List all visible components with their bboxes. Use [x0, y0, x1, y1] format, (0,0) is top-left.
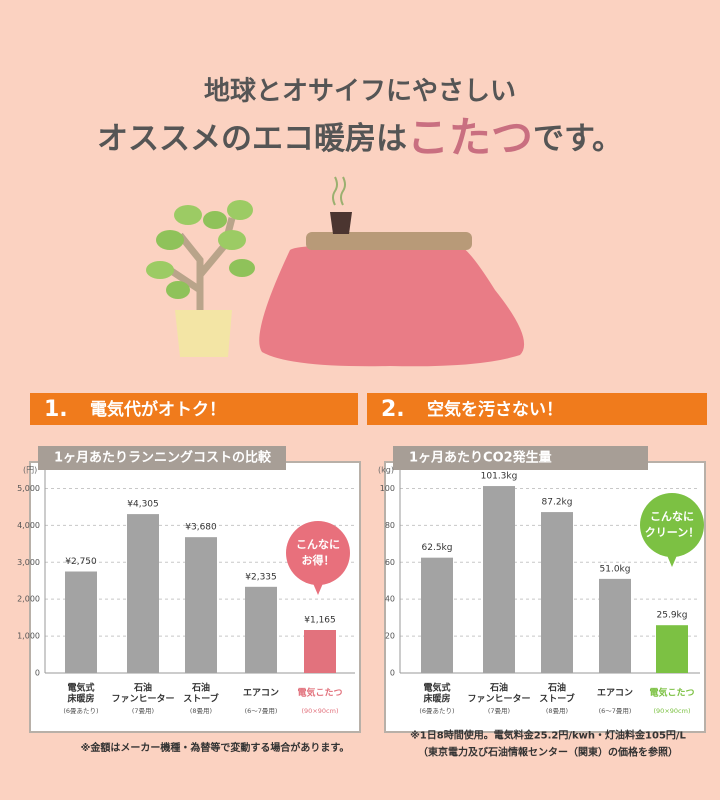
- category-label: 電気こたつ: [297, 687, 342, 699]
- bar: [421, 557, 453, 673]
- category-note: (90×90cm): [302, 707, 339, 715]
- y-tick-label: 20: [385, 632, 395, 641]
- y-tick-label: 2,000: [17, 595, 40, 604]
- headline-line2: オススメのエコ暖房はこたつです。: [97, 113, 623, 162]
- section-title: 電気代がオトク！: [90, 399, 226, 420]
- section-bar: [30, 393, 358, 425]
- value-label: 87.2kg: [542, 498, 573, 508]
- y-tick-label: 40: [385, 595, 395, 604]
- headline-highlight: こたつ: [407, 113, 533, 162]
- y-unit: (kg): [378, 466, 394, 475]
- plant-illustration: [146, 200, 255, 357]
- bar: [127, 514, 159, 673]
- callout-text: こんなにクリーン！: [645, 510, 699, 539]
- category-label: 電気式床暖房: [67, 681, 94, 704]
- value-label: 25.9kg: [657, 611, 688, 621]
- callout-text: こんなにお得！: [296, 538, 340, 567]
- category-note: (7畳用): [132, 707, 154, 715]
- chart-title: 1ヶ月あたりランニングコストの比較: [54, 450, 272, 466]
- category-label: 石油ファンヒーター: [467, 681, 530, 704]
- category-label: 石油ストーブ: [539, 681, 574, 704]
- value-label: ¥4,305: [127, 500, 159, 510]
- y-tick-label: 0: [35, 669, 40, 678]
- category-label: 石油ストーブ: [183, 681, 218, 704]
- kotatsu-illustration: [259, 176, 525, 367]
- value-label: 62.5kg: [422, 543, 453, 553]
- section-bar: [367, 393, 707, 425]
- bar: [304, 630, 336, 673]
- bar: [65, 571, 97, 673]
- bar: [483, 486, 515, 673]
- y-tick-label: 3,000: [17, 558, 40, 567]
- section-number: 1.: [44, 397, 68, 422]
- value-label: ¥3,680: [185, 523, 217, 533]
- y-tick-label: 100: [380, 484, 395, 493]
- section-title: 空気を汚さない！: [427, 399, 563, 420]
- callout-circle: [640, 493, 704, 557]
- chart-title-tab: [38, 446, 286, 470]
- bar: [245, 586, 277, 673]
- category-note: (7畳用): [488, 707, 510, 715]
- category-note: (90×90cm): [654, 707, 691, 715]
- headline-text: オススメのエコ暖房は: [97, 121, 407, 157]
- chart-title-tab: [393, 446, 648, 470]
- chart-title: 1ヶ月あたりCO2発生量: [409, 450, 552, 466]
- y-unit: (円): [23, 466, 37, 475]
- y-tick-label: 80: [385, 521, 395, 530]
- footnote: ※1日8時間使用。電気料金25.2円/kwh・灯油料金105円/L （東京電力及び…: [410, 729, 686, 759]
- value-label: ¥1,165: [304, 616, 336, 626]
- footnote: ※金額はメーカー機種・為替等で変動する場合があります。: [81, 741, 350, 754]
- category-note: (8畳用): [190, 707, 212, 715]
- bar: [599, 578, 631, 673]
- value-label: 51.0kg: [600, 564, 631, 574]
- category-note: (6～7畳用): [245, 707, 278, 715]
- y-tick-label: 1,000: [17, 632, 40, 641]
- y-tick-label: 5,000: [17, 484, 40, 493]
- category-note: (6畳あたり): [419, 707, 454, 715]
- bar: [541, 512, 573, 673]
- category-note: (6畳あたり): [63, 707, 98, 715]
- value-label: ¥2,750: [65, 557, 97, 567]
- category-label: エアコン: [243, 688, 279, 699]
- category-label: 電気こたつ: [649, 687, 694, 699]
- value-label: 101.3kg: [481, 472, 518, 482]
- category-note: (6～7畳用): [599, 707, 632, 715]
- bar: [656, 625, 688, 673]
- callout-circle: [286, 521, 350, 585]
- category-label: エアコン: [597, 688, 633, 699]
- section-number: 2.: [381, 397, 405, 422]
- y-tick-label: 4,000: [17, 521, 40, 530]
- headline-text: です。: [533, 121, 623, 157]
- y-tick-label: 60: [385, 558, 395, 567]
- value-label: ¥2,335: [245, 572, 277, 582]
- y-tick-label: 0: [390, 669, 395, 678]
- category-note: (8畳用): [546, 707, 568, 715]
- category-label: 石油ファンヒーター: [111, 681, 174, 704]
- category-label: 電気式床暖房: [423, 681, 450, 704]
- headline-line1: 地球とオサイフにやさしい: [204, 77, 516, 107]
- bar: [185, 537, 217, 673]
